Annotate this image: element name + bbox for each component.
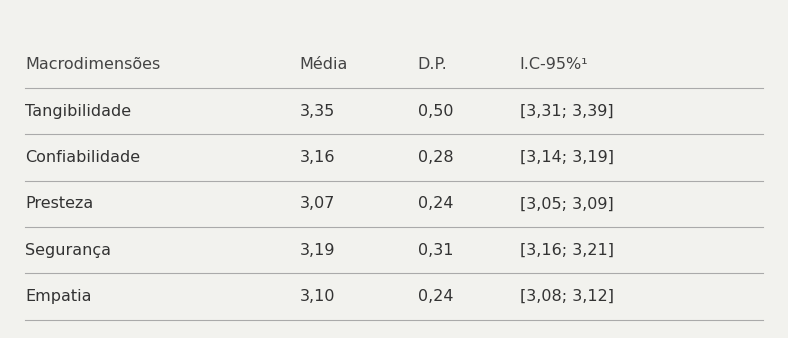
Text: Tangibilidade: Tangibilidade bbox=[25, 104, 131, 119]
Text: Média: Média bbox=[299, 57, 348, 72]
Text: 0,31: 0,31 bbox=[418, 243, 453, 258]
Text: Confiabilidade: Confiabilidade bbox=[25, 150, 140, 165]
Text: Empatia: Empatia bbox=[25, 289, 91, 304]
Text: 3,07: 3,07 bbox=[299, 196, 335, 211]
Text: [3,14; 3,19]: [3,14; 3,19] bbox=[519, 150, 614, 165]
Text: [3,08; 3,12]: [3,08; 3,12] bbox=[519, 289, 614, 304]
Text: 3,16: 3,16 bbox=[299, 150, 335, 165]
Text: 0,24: 0,24 bbox=[418, 196, 453, 211]
Text: [3,31; 3,39]: [3,31; 3,39] bbox=[519, 104, 613, 119]
Text: 3,19: 3,19 bbox=[299, 243, 335, 258]
Text: 0,24: 0,24 bbox=[418, 289, 453, 304]
Text: D.P.: D.P. bbox=[418, 57, 448, 72]
Text: [3,16; 3,21]: [3,16; 3,21] bbox=[519, 243, 614, 258]
Text: 0,28: 0,28 bbox=[418, 150, 453, 165]
Text: Segurança: Segurança bbox=[25, 243, 111, 258]
Text: 0,50: 0,50 bbox=[418, 104, 453, 119]
Text: 3,10: 3,10 bbox=[299, 289, 335, 304]
Text: [3,05; 3,09]: [3,05; 3,09] bbox=[519, 196, 613, 211]
Text: Macrodimensões: Macrodimensões bbox=[25, 57, 160, 72]
Text: 3,35: 3,35 bbox=[299, 104, 335, 119]
Text: I.C-95%¹: I.C-95%¹ bbox=[519, 57, 589, 72]
Text: Presteza: Presteza bbox=[25, 196, 93, 211]
